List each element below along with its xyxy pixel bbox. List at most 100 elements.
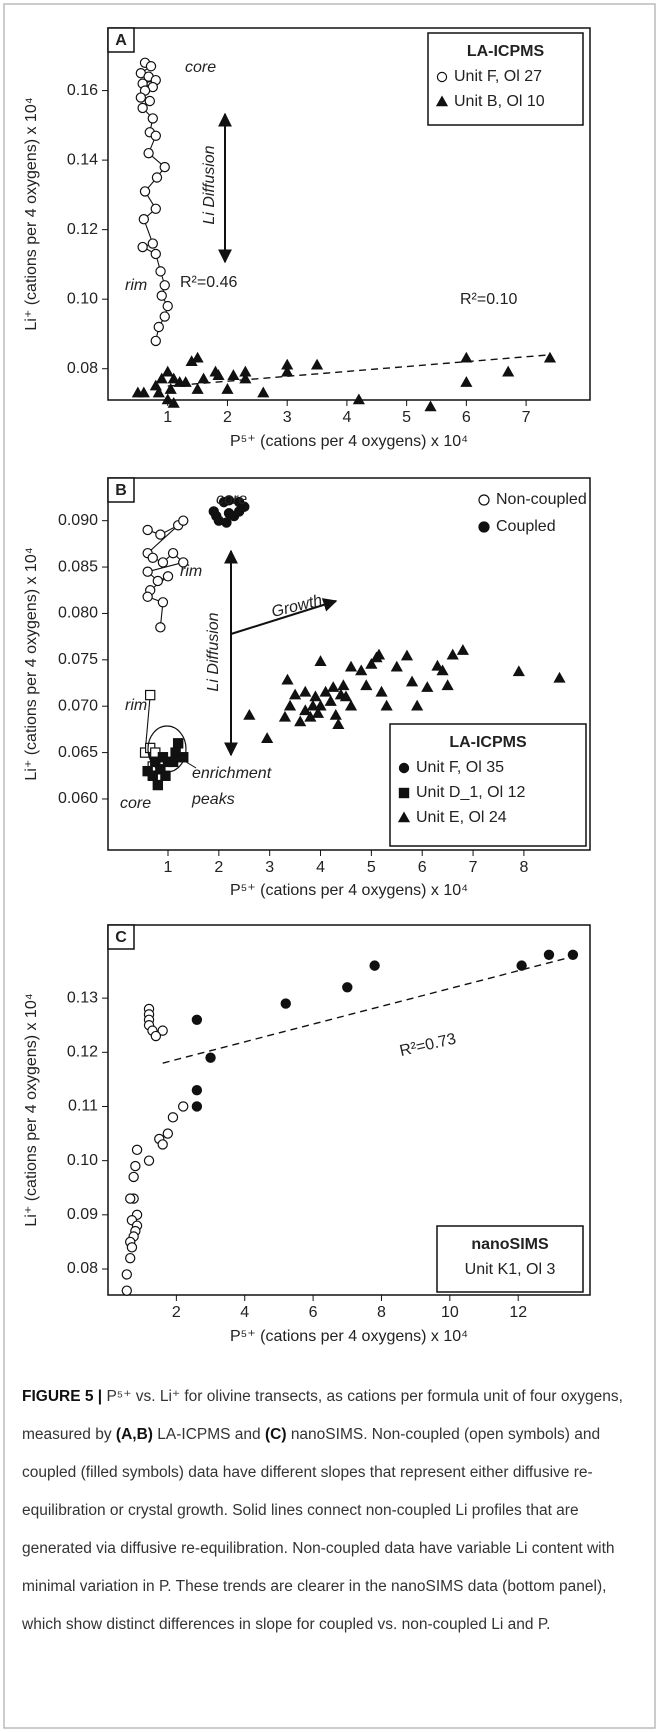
annotation: R²=0.73 (398, 1031, 458, 1061)
point (360, 679, 373, 691)
point (281, 673, 294, 685)
point (159, 161, 170, 173)
point (137, 241, 148, 253)
figure-frame (3, 3, 656, 1729)
point (324, 695, 337, 706)
point (516, 960, 527, 971)
x-tick-label: 2 (172, 1304, 181, 1321)
point (456, 644, 469, 655)
point (355, 664, 368, 676)
annotation: core (185, 59, 216, 76)
point (125, 1193, 136, 1204)
point (332, 718, 345, 730)
legend-label: Unit F, Ol 35 (416, 759, 504, 776)
point (142, 524, 153, 536)
point (205, 1052, 216, 1063)
point (135, 92, 147, 103)
point (191, 383, 204, 394)
point (150, 248, 161, 260)
point (397, 811, 411, 823)
annotation: rim (125, 697, 147, 714)
legend-label: Unit E, Ol 24 (416, 809, 507, 826)
legend-label: Unit D_1, Ol 12 (416, 784, 525, 801)
caption: FIGURE 5 | P⁵⁺ vs. Li⁺ for olivine trans… (22, 1378, 640, 1644)
point (138, 214, 150, 225)
x-tick-label: 6 (418, 859, 427, 876)
point (512, 665, 525, 677)
point (144, 95, 156, 107)
point (130, 1160, 141, 1172)
point (460, 376, 473, 387)
point (299, 685, 312, 697)
point (172, 738, 184, 749)
point (155, 266, 166, 277)
point (478, 494, 490, 506)
x-tick-label: 4 (316, 859, 325, 876)
x-tick-label: 1 (164, 859, 173, 876)
caption-label: FIGURE 5 | (22, 1388, 103, 1405)
point (372, 648, 386, 660)
x-tick-label: 12 (509, 1304, 527, 1321)
point (137, 386, 150, 398)
caption-text: nanoSIMS. Non-coupled (open symbols) and… (22, 1426, 615, 1633)
point (369, 960, 380, 971)
x-tick-label: 1 (163, 409, 172, 426)
point (421, 681, 434, 692)
point (280, 998, 291, 1009)
point (431, 659, 444, 671)
point (121, 1269, 133, 1280)
point (400, 649, 414, 661)
legend-box (389, 723, 587, 847)
point (212, 369, 225, 380)
point (197, 372, 210, 384)
annotation: R²=0.46 (180, 274, 237, 291)
point (150, 335, 161, 347)
point (311, 707, 325, 718)
panel-label-box (107, 924, 135, 950)
point (152, 779, 164, 791)
point (147, 238, 158, 249)
y-tick-label: 0.11 (68, 1098, 98, 1115)
y-tick-label: 0.075 (58, 651, 98, 668)
legend-box (427, 32, 584, 126)
point (179, 376, 192, 387)
legend-label: Unit F, Ol 27 (454, 68, 542, 85)
caption-text: LA-ICPMS and (157, 1426, 261, 1443)
point (543, 949, 555, 960)
y-tick-label: 0.12 (67, 1044, 98, 1061)
point (152, 386, 165, 398)
legend-title: LA-ICPMS (467, 43, 545, 60)
point (223, 508, 235, 519)
x-tick-label: 3 (283, 409, 292, 426)
panel-label: B (115, 482, 127, 499)
point (478, 521, 490, 533)
point (436, 664, 449, 676)
point (126, 1242, 138, 1253)
point (261, 732, 274, 743)
annotation: R²=0.10 (460, 291, 517, 308)
point (446, 648, 459, 660)
panel-label-box (107, 477, 135, 503)
point (153, 321, 164, 333)
point (309, 690, 322, 702)
point (167, 547, 179, 559)
point (128, 1171, 139, 1183)
enrichment-outline (147, 725, 187, 773)
point (365, 657, 378, 669)
point (159, 280, 170, 291)
point (161, 393, 174, 405)
leader-line (182, 759, 197, 769)
point (145, 689, 156, 701)
point (191, 1101, 203, 1112)
point (157, 557, 169, 568)
point (257, 386, 270, 398)
caption-bold: (A,B) (115, 1426, 153, 1443)
point (553, 671, 566, 683)
point (380, 699, 393, 711)
caption-text: P⁵⁺ vs. Li⁺ for olivine transects, as ca… (22, 1388, 623, 1443)
arrow (230, 598, 338, 635)
point (283, 699, 297, 711)
x-tick-label: 4 (240, 1304, 249, 1321)
point (145, 61, 157, 72)
x-tick-label: 8 (377, 1304, 386, 1321)
